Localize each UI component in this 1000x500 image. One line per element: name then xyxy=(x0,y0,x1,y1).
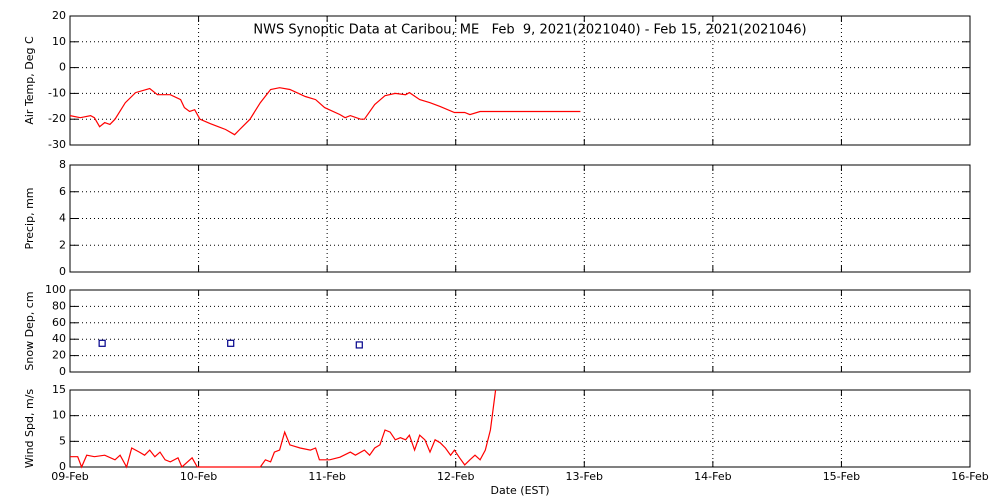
y-tick-label: 80 xyxy=(52,299,66,312)
x-tick-label: 14-Feb xyxy=(694,470,731,483)
x-axis-label: Date (EST) xyxy=(490,484,549,497)
plot-frame xyxy=(69,164,971,273)
y-axis-label: Air Temp, Deg C xyxy=(23,36,36,125)
data-point xyxy=(227,339,235,347)
y-tick-label: -10 xyxy=(48,86,66,99)
x-tick-label: 09-Feb xyxy=(51,470,88,483)
chart-title: NWS Synoptic Data at Caribou, ME Feb 9, … xyxy=(253,23,806,38)
y-tick-label: 10 xyxy=(52,35,66,48)
y-tick-label: -20 xyxy=(48,112,66,125)
y-tick-label: 60 xyxy=(52,316,66,329)
y-axis-label: Snow Dep, cm xyxy=(23,291,36,370)
x-tick-label: 16-Feb xyxy=(951,470,988,483)
x-tick-label: 11-Feb xyxy=(308,470,345,483)
y-tick-label: 20 xyxy=(52,9,66,22)
plot-frame xyxy=(69,389,971,468)
plot-frame xyxy=(69,289,971,373)
y-tick-label: 0 xyxy=(59,365,66,378)
y-axis-label: Wind Spd, m/s xyxy=(23,389,36,469)
y-tick-label: 10 xyxy=(52,409,66,422)
y-tick-label: 100 xyxy=(45,283,66,296)
y-tick-label: 0 xyxy=(59,265,66,278)
y-tick-label: 5 xyxy=(59,434,66,447)
data-point xyxy=(355,341,363,349)
plot-frame xyxy=(69,15,971,146)
y-tick-label: 15 xyxy=(52,383,66,396)
y-tick-label: 0 xyxy=(59,61,66,74)
x-tick-label: 13-Feb xyxy=(566,470,603,483)
x-tick-label: 10-Feb xyxy=(180,470,217,483)
y-axis-label: Precip, mm xyxy=(23,188,36,250)
data-point xyxy=(98,339,106,347)
y-tick-label: 0 xyxy=(59,460,66,473)
y-tick-label: 4 xyxy=(59,212,66,225)
data-line xyxy=(69,87,581,136)
y-tick-label: -30 xyxy=(48,138,66,151)
data-line xyxy=(70,389,497,469)
y-tick-label: 8 xyxy=(59,158,66,171)
y-tick-label: 40 xyxy=(52,332,66,345)
y-tick-label: 2 xyxy=(59,238,66,251)
y-tick-label: 20 xyxy=(52,349,66,362)
x-tick-label: 12-Feb xyxy=(437,470,474,483)
x-tick-label: 15-Feb xyxy=(823,470,860,483)
y-tick-label: 6 xyxy=(59,185,66,198)
